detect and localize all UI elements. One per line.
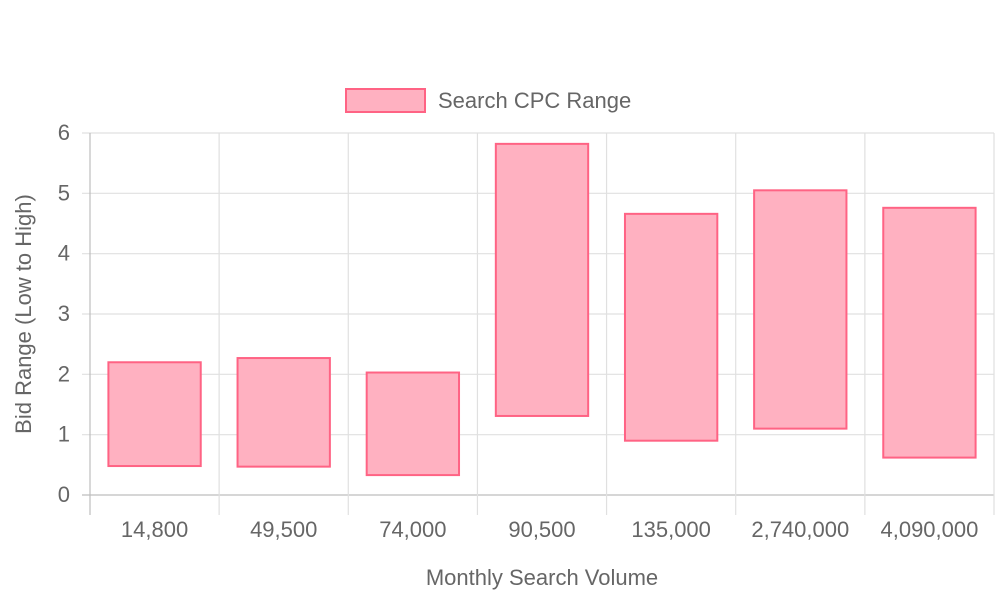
x-tick-label: 14,800	[121, 517, 188, 542]
legend[interactable]: Search CPC Range	[345, 88, 631, 113]
bar[interactable]	[236, 357, 331, 468]
x-tick-label: 74,000	[379, 517, 446, 542]
y-tick-label: 2	[58, 361, 70, 386]
bar[interactable]	[365, 371, 461, 477]
x-tick-label: 49,500	[250, 517, 317, 542]
bar[interactable]	[494, 142, 590, 417]
x-axis-title: Monthly Search Volume	[426, 565, 658, 590]
y-tick-label: 3	[58, 301, 70, 326]
bars-group	[107, 142, 977, 477]
x-tick-label: 90,500	[508, 517, 575, 542]
bar[interactable]	[623, 212, 719, 442]
legend-swatch[interactable]	[345, 88, 426, 113]
x-tick-label: 4,090,000	[880, 517, 978, 542]
y-axis-title: Bid Range (Low to High)	[11, 194, 36, 434]
bar[interactable]	[107, 361, 202, 468]
y-tick-label: 0	[58, 482, 70, 507]
y-tick-label: 4	[58, 241, 70, 266]
bar[interactable]	[882, 206, 977, 459]
x-axis-ticks: 14,800 49,500 74,000 90,500 135,000 2,740,000…	[121, 517, 978, 542]
y-tick-label: 5	[58, 180, 70, 205]
y-axis-ticks: 0 1 2 3 4 5 6	[58, 120, 70, 507]
x-tick-label: 2,740,000	[751, 517, 849, 542]
y-tick-label: 1	[58, 422, 70, 447]
x-tick-label: 135,000	[631, 517, 711, 542]
legend-label[interactable]: Search CPC Range	[438, 88, 631, 113]
bar[interactable]	[753, 189, 848, 430]
y-tick-label: 6	[58, 120, 70, 145]
